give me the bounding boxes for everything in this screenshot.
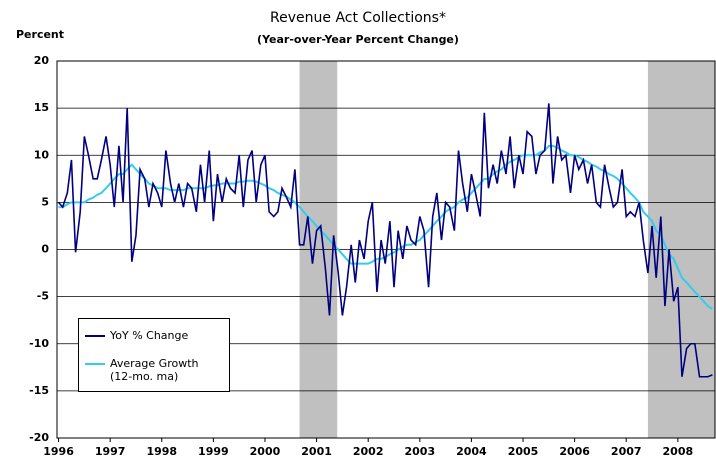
plot-frame	[56, 60, 716, 439]
x-tick-label: 1998	[146, 445, 177, 458]
y-tick-label: 10	[34, 148, 50, 161]
legend-swatch	[85, 363, 105, 365]
x-tick-label: 1999	[198, 445, 229, 458]
legend-item: YoY % Change	[85, 329, 220, 342]
y-tick-label: 15	[34, 101, 49, 114]
y-tick-label: -15	[29, 384, 49, 397]
x-tick-label: 2001	[301, 445, 332, 458]
y-tick-label: 20	[34, 54, 50, 67]
data-line	[57, 103, 713, 378]
x-tick-label: 2006	[559, 445, 590, 458]
x-tick-label: 1996	[43, 445, 74, 458]
chart-title: Revenue Act Collections*	[270, 10, 446, 26]
legend-label: YoY % Change	[110, 329, 189, 342]
x-tick-label: 2004	[456, 445, 487, 458]
x-tick-label: 2007	[611, 445, 642, 458]
y-tick-label: -5	[37, 290, 49, 303]
y-tick-label: 5	[41, 195, 49, 208]
legend-item: Average Growth (12-mo. ma)	[85, 357, 205, 383]
legend-swatch	[85, 335, 105, 337]
x-tick-label: 2003	[404, 445, 435, 458]
chart-subtitle: (Year-over-Year Percent Change)	[257, 33, 459, 46]
y-tick-label: -20	[29, 431, 49, 444]
data-line	[58, 144, 713, 310]
legend: YoY % Change Average Growth (12-mo. ma)	[78, 318, 230, 392]
x-tick-label: 2005	[508, 445, 539, 458]
x-tick-label: 1997	[95, 445, 126, 458]
y-tick-label: 0	[41, 243, 49, 256]
x-tick-label: 2000	[250, 445, 281, 458]
y-tick-label: -10	[29, 337, 49, 350]
y-axis-label: Percent	[16, 28, 64, 41]
x-tick-label: 2008	[663, 445, 694, 458]
legend-label: Average Growth (12-mo. ma)	[110, 357, 199, 383]
x-tick-label: 2002	[353, 445, 384, 458]
